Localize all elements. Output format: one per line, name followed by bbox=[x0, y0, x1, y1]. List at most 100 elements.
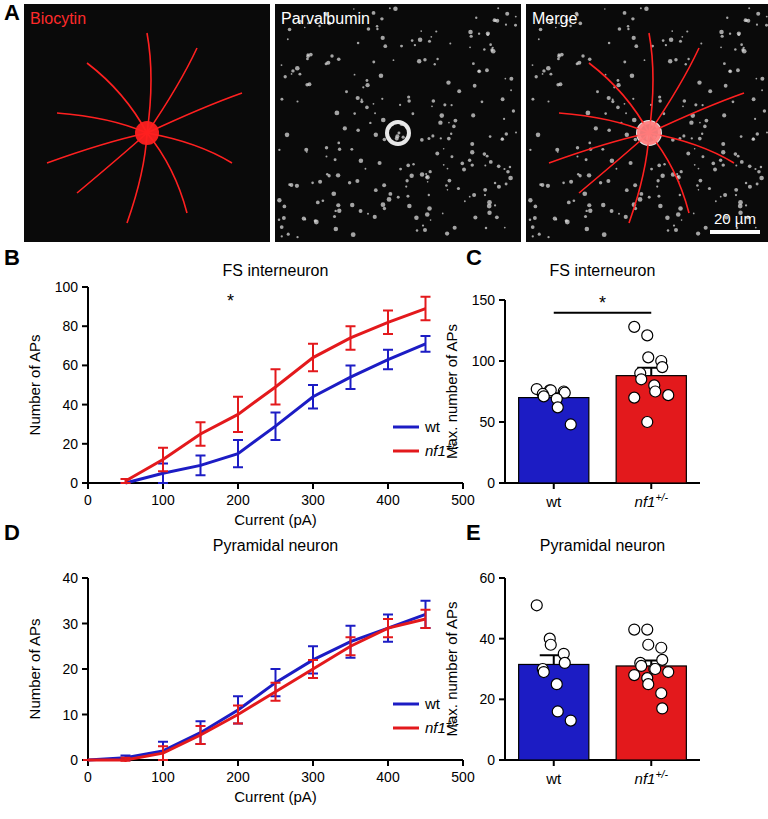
pv-speck bbox=[483, 48, 485, 50]
pv-speck bbox=[445, 184, 448, 187]
y-tick-label: 30 bbox=[62, 616, 78, 632]
pv-speck bbox=[494, 204, 496, 206]
pv-speck bbox=[417, 59, 421, 63]
pv-speck bbox=[399, 104, 401, 106]
pv-speck bbox=[719, 159, 722, 162]
pv-speck bbox=[277, 198, 281, 202]
pv-speck bbox=[538, 233, 541, 236]
pv-speck bbox=[729, 70, 732, 73]
x-tick bbox=[553, 760, 555, 766]
pv-speck bbox=[588, 209, 592, 213]
x-tick-label: 200 bbox=[226, 492, 250, 508]
pv-speck bbox=[407, 99, 410, 102]
x-tick bbox=[462, 483, 464, 489]
pv-speck bbox=[445, 231, 449, 235]
pv-speck bbox=[638, 197, 643, 202]
bar bbox=[519, 664, 589, 760]
pv-speck bbox=[531, 98, 534, 101]
pv-speck bbox=[411, 39, 414, 42]
pv-speck bbox=[428, 40, 431, 43]
error-bar bbox=[421, 610, 431, 628]
pv-speck bbox=[452, 125, 456, 129]
x-tick bbox=[387, 483, 389, 489]
pv-speck bbox=[680, 170, 683, 173]
image-label: Parvalbumin bbox=[281, 10, 370, 27]
chart-title: Pyramidal neuron bbox=[213, 537, 338, 554]
panel-a: ABiocytinParvalbuminMerge20 µm bbox=[4, 0, 768, 242]
pv-speck bbox=[658, 95, 661, 98]
image-label: Merge bbox=[532, 10, 577, 27]
pv-speck bbox=[581, 54, 584, 57]
pv-speck bbox=[448, 122, 450, 124]
image-background bbox=[24, 4, 270, 242]
pv-speck bbox=[325, 62, 328, 65]
pv-speck bbox=[288, 183, 291, 186]
pv-speck bbox=[369, 122, 371, 124]
data-point bbox=[663, 390, 674, 401]
pv-speck bbox=[414, 44, 416, 46]
pv-speck bbox=[604, 8, 606, 10]
x-tick-label: 200 bbox=[226, 769, 250, 785]
error-bar bbox=[308, 385, 318, 409]
pv-speck bbox=[650, 168, 653, 171]
pv-speck bbox=[505, 12, 509, 16]
pv-speck bbox=[737, 31, 741, 35]
pv-speck bbox=[630, 74, 635, 79]
pv-speck bbox=[334, 158, 337, 161]
pv-speck bbox=[372, 11, 376, 15]
pv-speck bbox=[295, 66, 300, 71]
data-point bbox=[531, 600, 542, 611]
error-bar bbox=[308, 344, 318, 371]
pv-speck bbox=[460, 162, 464, 166]
pv-speck bbox=[562, 182, 565, 185]
pv-speck bbox=[477, 69, 481, 73]
pv-speck bbox=[691, 137, 693, 139]
y-tick bbox=[499, 577, 505, 579]
data-point bbox=[629, 392, 640, 403]
pv-speck bbox=[468, 159, 471, 162]
pv-speck bbox=[515, 131, 517, 133]
pv-speck bbox=[693, 213, 695, 215]
chart-title: Pyramidal neuron bbox=[540, 537, 665, 554]
pv-speck bbox=[405, 186, 407, 188]
pv-speck bbox=[284, 75, 287, 78]
pv-speck bbox=[514, 24, 517, 27]
y-tick bbox=[499, 482, 505, 484]
pv-speck bbox=[557, 53, 560, 56]
pv-speck bbox=[442, 213, 444, 215]
pv-speck bbox=[698, 137, 702, 141]
pv-speck bbox=[536, 133, 541, 138]
error-bar bbox=[346, 365, 356, 389]
pv-speck bbox=[354, 74, 356, 76]
pv-speck bbox=[383, 44, 387, 48]
soma bbox=[637, 121, 661, 145]
pv-speck bbox=[697, 80, 701, 84]
pv-speck bbox=[305, 83, 309, 87]
pv-speck bbox=[357, 42, 360, 45]
pv-speck bbox=[760, 77, 764, 81]
pv-speck bbox=[549, 73, 552, 76]
pv-speck bbox=[752, 97, 756, 101]
pv-speck bbox=[639, 192, 643, 196]
pv-speck bbox=[582, 191, 587, 196]
pv-speck bbox=[713, 168, 717, 172]
pv-speck bbox=[483, 152, 487, 156]
dendrite bbox=[147, 48, 197, 133]
pv-speck bbox=[738, 33, 741, 36]
pv-speck bbox=[302, 216, 306, 220]
pv-speck bbox=[484, 194, 486, 196]
error-bar bbox=[233, 705, 243, 723]
error-bar bbox=[83, 759, 93, 761]
pv-speck bbox=[721, 142, 725, 146]
dendrite bbox=[649, 33, 653, 133]
pv-speck bbox=[542, 73, 544, 75]
bar bbox=[519, 398, 589, 483]
chart-title: FS interneuron bbox=[223, 262, 329, 279]
x-tick-label: 400 bbox=[376, 492, 400, 508]
pv-speck bbox=[704, 119, 708, 123]
error-bar bbox=[83, 759, 93, 761]
data-point bbox=[657, 654, 668, 665]
data-point bbox=[643, 639, 654, 650]
pv-speck bbox=[494, 182, 496, 184]
x-tick-label: 300 bbox=[301, 769, 325, 785]
